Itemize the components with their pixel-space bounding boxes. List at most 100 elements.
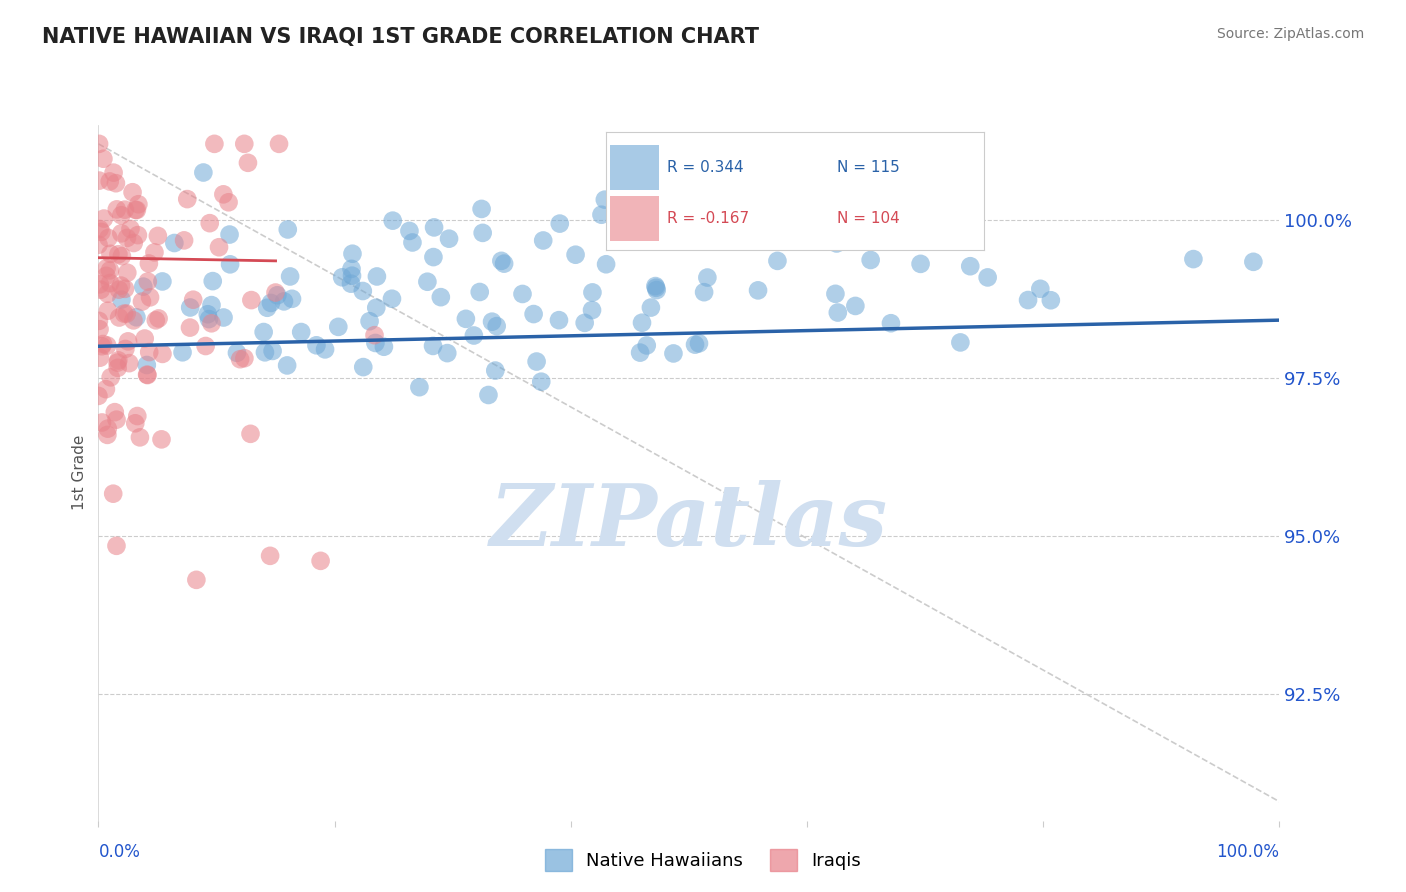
- Point: [485, 319, 508, 334]
- Point: [644, 279, 666, 293]
- Point: [512, 287, 534, 301]
- Point: [129, 430, 152, 444]
- Point: [240, 293, 263, 307]
- Point: [484, 363, 506, 377]
- Point: [90, 283, 112, 297]
- Point: [824, 286, 846, 301]
- Point: [87, 136, 110, 151]
- Point: [401, 235, 423, 250]
- Point: [262, 343, 284, 358]
- Point: [163, 235, 186, 250]
- Point: [136, 275, 159, 289]
- Point: [278, 269, 301, 284]
- Point: [696, 270, 718, 285]
- Point: [110, 208, 132, 222]
- Point: [208, 240, 231, 254]
- Point: [636, 338, 658, 352]
- Point: [359, 314, 381, 328]
- Point: [678, 234, 700, 248]
- Point: [976, 270, 998, 285]
- Point: [661, 234, 683, 248]
- Point: [97, 422, 120, 436]
- Point: [290, 325, 312, 339]
- Point: [581, 303, 603, 318]
- Point: [398, 224, 420, 238]
- Point: [1017, 293, 1039, 307]
- Point: [564, 248, 586, 262]
- Point: [574, 316, 596, 330]
- Point: [112, 307, 135, 321]
- Point: [328, 319, 350, 334]
- Point: [122, 235, 145, 250]
- Point: [176, 192, 198, 206]
- Point: [89, 173, 111, 187]
- Point: [139, 290, 162, 304]
- Point: [277, 222, 299, 236]
- Point: [127, 228, 149, 243]
- Point: [693, 285, 716, 300]
- Point: [821, 206, 844, 220]
- Point: [595, 257, 617, 271]
- Point: [110, 293, 132, 307]
- Point: [98, 263, 121, 277]
- Point: [198, 216, 221, 230]
- Point: [127, 409, 149, 423]
- Point: [89, 351, 111, 365]
- Point: [131, 294, 153, 309]
- Point: [468, 285, 491, 299]
- Point: [96, 268, 118, 283]
- Point: [152, 275, 174, 289]
- Point: [880, 316, 903, 330]
- Point: [373, 340, 395, 354]
- Point: [523, 307, 546, 321]
- Point: [260, 296, 283, 310]
- Point: [236, 156, 259, 170]
- Point: [305, 338, 328, 352]
- Point: [640, 301, 662, 315]
- Text: 100.0%: 100.0%: [1216, 843, 1279, 861]
- Point: [89, 277, 111, 292]
- Point: [437, 232, 460, 246]
- Point: [204, 136, 226, 151]
- Point: [688, 222, 710, 236]
- Point: [825, 236, 848, 251]
- Point: [494, 257, 516, 271]
- Point: [239, 426, 262, 441]
- Point: [114, 282, 136, 296]
- Legend: Native Hawaiians, Iraqis: Native Hawaiians, Iraqis: [537, 842, 869, 879]
- Point: [422, 339, 444, 353]
- Point: [200, 316, 222, 330]
- Point: [124, 417, 146, 431]
- Point: [212, 187, 235, 202]
- Point: [91, 416, 114, 430]
- Point: [89, 322, 111, 336]
- Point: [97, 303, 120, 318]
- Point: [859, 252, 882, 267]
- Point: [381, 292, 404, 306]
- Point: [364, 335, 387, 350]
- Point: [90, 339, 112, 353]
- Point: [104, 405, 127, 419]
- Point: [93, 211, 115, 226]
- Point: [134, 332, 156, 346]
- Point: [96, 338, 118, 352]
- Point: [342, 246, 364, 260]
- Point: [108, 310, 131, 325]
- Point: [197, 307, 219, 321]
- Point: [114, 342, 136, 356]
- Point: [309, 554, 332, 568]
- Point: [107, 247, 129, 261]
- Text: 0.0%: 0.0%: [98, 843, 141, 861]
- Point: [1039, 293, 1062, 308]
- Point: [910, 257, 932, 271]
- Point: [416, 275, 439, 289]
- Point: [90, 225, 112, 239]
- Point: [276, 359, 298, 373]
- Point: [87, 237, 110, 252]
- Point: [152, 347, 174, 361]
- Point: [179, 301, 201, 315]
- Point: [107, 353, 129, 368]
- Point: [471, 202, 494, 216]
- Point: [314, 343, 336, 357]
- Point: [471, 226, 494, 240]
